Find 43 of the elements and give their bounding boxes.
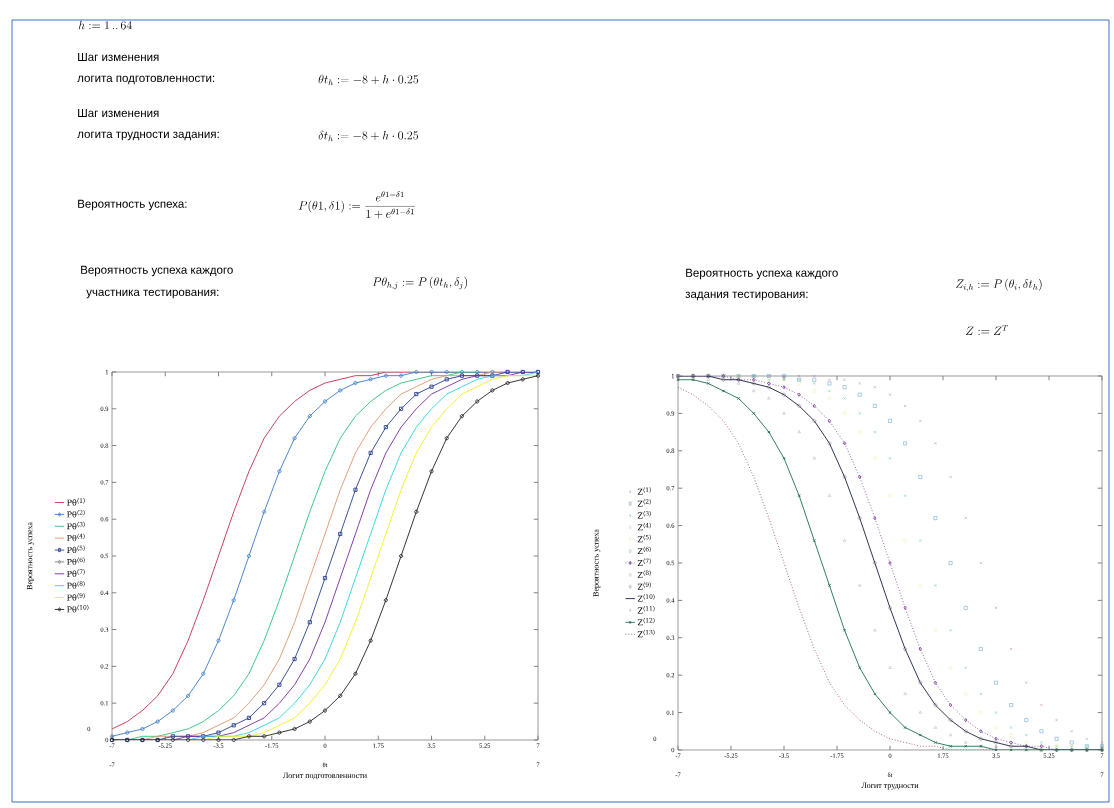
text: Шаг изменения — [78, 108, 159, 117]
legend-label: Z$^{⟨7⟩}$ — [637, 558, 651, 566]
legend-label: Z$^{⟨2⟩}$ — [637, 499, 651, 507]
legend-label: Pθ$^{⟨2⟩}$ — [67, 509, 85, 518]
legend-label: Z$^{⟨3⟩}$ — [637, 511, 651, 519]
legend-label: Pθ$^{⟨10⟩}$ — [67, 604, 89, 613]
legend-label: Z$^{⟨1⟩}$ — [637, 487, 651, 495]
text: Вероятность успеха каждого — [81, 265, 233, 277]
legend-label: Z$^{⟨5⟩}$ — [637, 534, 651, 543]
text: $Z := Z^{T}$ — [965, 325, 1009, 335]
text: $Z_{i,h} := P\left(\theta_{i},\delta t_{h}\right)$ — [955, 278, 1042, 292]
legend-label: Z$^{⟨9⟩}$ — [637, 582, 651, 590]
text: участника тестирования: — [86, 289, 219, 299]
legend-label: Pθ$^{⟨4⟩}$ — [67, 533, 85, 542]
text: логита подготовленности: — [77, 75, 215, 85]
text: $h := 1\,..\,64$ — [78, 20, 132, 30]
legend-label: Z$^{⟨12⟩}$ — [637, 617, 655, 626]
legend-label: Pθ$^{⟨5⟩}$ — [67, 545, 85, 554]
x-axis-title: Логит подготовленности — [283, 772, 367, 780]
legend-label: Pθ$^{⟨7⟩}$ — [67, 569, 85, 577]
legend-label: Z$^{⟨8⟩}$ — [637, 570, 651, 578]
text: $\delta t_{h} := -8 + h\cdot 0.25$ — [318, 130, 418, 142]
legend-label: Z$^{⟨4⟩}$ — [637, 522, 651, 531]
y-axis-title: Вероятность успеха — [593, 529, 601, 597]
text: Вероятность успеха каждого — [686, 268, 838, 280]
legend-label: Pθ$^{⟨6⟩}$ — [67, 557, 85, 565]
text: Шаг изменения — [78, 52, 159, 61]
text: Вероятность успеха: — [78, 199, 187, 211]
text: $P\theta_{h,j} := P\left(\theta t_{h},\delta_{j}\right)$ — [372, 276, 468, 290]
legend-label: Z$^{⟨10⟩}$ — [637, 594, 655, 602]
text: $P(\theta 1,\delta 1) := \frac{e^{\theta 1-\delta 1}}{1+e^{\theta 1-\delta 1}}$ — [298, 191, 415, 219]
legend-label: Pθ$^{⟨1⟩}$ — [67, 498, 85, 506]
x-axis-title: Логит трудности — [861, 782, 919, 790]
text: $\theta t_{h} := -8 + h\cdot 0.25$ — [318, 74, 419, 86]
text: логита трудности задания: — [77, 131, 219, 141]
legend-label: Z$^{⟨13⟩}$ — [637, 629, 655, 638]
legend-label: Pθ$^{⟨9⟩}$ — [67, 593, 85, 601]
text: задания тестирования: — [685, 291, 808, 301]
legend-label: Z$^{⟨11⟩}$ — [637, 606, 655, 614]
y-axis-title: Вероятность успеха — [26, 522, 34, 590]
legend-label: Pθ$^{⟨8⟩}$ — [67, 581, 85, 589]
legend-label: Z$^{⟨6⟩}$ — [637, 546, 651, 555]
legend-label: Pθ$^{⟨3⟩}$ — [67, 521, 85, 530]
